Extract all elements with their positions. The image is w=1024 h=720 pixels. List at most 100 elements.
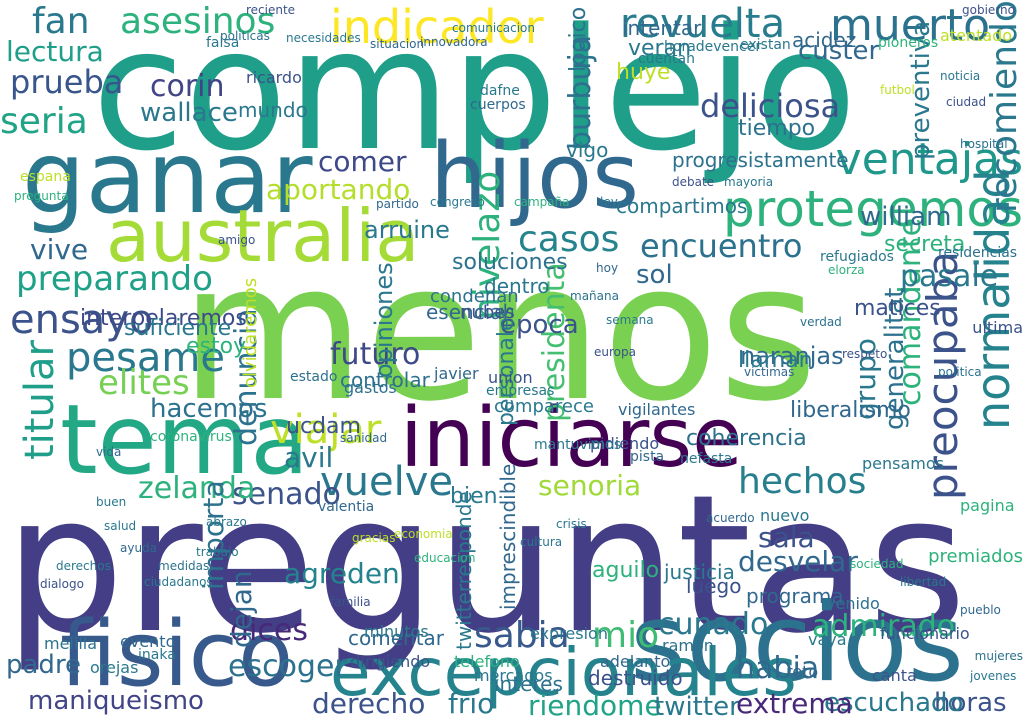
word-estoy: estoy — [186, 334, 247, 359]
word-titular: titular — [17, 340, 63, 460]
word-derecho: derecho — [312, 687, 426, 720]
word-imprescindible: imprescindible — [496, 463, 520, 610]
word-escoger: escoger — [228, 649, 347, 684]
word-lectura: lectura — [6, 35, 104, 68]
word-ramon: ramon — [662, 636, 714, 655]
word-aguilo: aguilo — [592, 558, 660, 583]
word-elorza: elorza — [828, 263, 865, 277]
word-espana: espana — [20, 169, 71, 185]
word-reto: reto — [786, 662, 819, 681]
word-tiempo: tiempo — [738, 116, 816, 141]
word-europa: europa — [594, 345, 636, 359]
word-pesame: pesame — [66, 335, 225, 381]
word-interes: interes — [494, 672, 563, 696]
word-sol: sol — [636, 260, 673, 290]
word-dafne: dafne — [480, 83, 520, 99]
word-noticia: noticia — [940, 69, 981, 83]
word-residencias: residencias — [938, 245, 1018, 261]
word-wallace: wallace — [140, 98, 238, 128]
word-twitterresponde: twitterresponde — [452, 491, 476, 650]
word-liberalismo: liberalismo — [790, 398, 911, 423]
word-controlar: controlar — [340, 368, 430, 392]
word-existan: existan — [740, 37, 791, 53]
word-australia: australia — [106, 194, 420, 278]
word-intentar: intentar — [622, 16, 702, 40]
word-prueba: prueba — [10, 63, 124, 101]
word-compartimos: compartimos — [616, 194, 748, 218]
word-dejan: dejan — [225, 570, 258, 648]
word-ensayo: ensayo — [10, 297, 154, 343]
word-protegemos: protegemos — [723, 180, 1023, 238]
word-pidiendo: pidiendo — [590, 434, 660, 453]
word-union: union — [488, 368, 533, 387]
word-acidez: acidez — [792, 28, 857, 52]
word-excepcionales: excepcionales — [330, 634, 797, 711]
word-sociedad: sociedad — [850, 557, 904, 571]
word-jovenes: jovenes — [970, 669, 1017, 683]
word-minutos: minutos — [364, 622, 429, 641]
word-elites: elites — [98, 363, 190, 403]
word-mundo: mundo — [238, 98, 308, 122]
word-amigo: amigo — [218, 233, 256, 247]
word-respeto: respeto — [842, 347, 888, 361]
word-socios: socios — [630, 581, 965, 706]
word-futbol: futbol — [880, 83, 915, 97]
word-orejas: orejas — [90, 658, 139, 677]
word-pagina: pagina — [960, 496, 1015, 515]
word-viajar: viajar — [270, 407, 382, 453]
word-william: william — [860, 202, 952, 232]
word-politicas: politicas — [220, 29, 270, 43]
word-trabajo: trabajo — [196, 545, 239, 559]
word-admirado: admirado — [812, 609, 956, 644]
word-mio: mio — [592, 615, 660, 656]
word-logico: logico — [566, 6, 591, 72]
word-telefono: telefono — [454, 652, 520, 671]
word-derechos: derechos — [56, 559, 111, 573]
word-huye: huye — [616, 60, 671, 85]
word-gracias: gracias — [352, 531, 396, 545]
word-semana: semana — [606, 313, 654, 327]
word-vuelve: vuelve — [320, 459, 454, 505]
word-muerto: muerto — [830, 0, 991, 51]
word-estado: estado — [290, 369, 338, 385]
word-complejo: complejo — [92, 0, 857, 188]
word-aportando: aportando — [266, 173, 411, 206]
word-cultura: cultura — [520, 535, 563, 549]
word-nuevo: nuevo — [760, 506, 810, 525]
word-dentro: dentro — [484, 274, 550, 298]
word-dialogo: dialogo — [40, 577, 84, 591]
word-vida: vida — [96, 445, 122, 459]
word-hospital: hospital — [960, 137, 1008, 151]
word-pista: pista — [630, 449, 665, 465]
word-abrazo: abrazo — [206, 515, 247, 529]
word-nubes: nubes — [460, 302, 515, 323]
word-custer: custer — [798, 36, 880, 66]
word-zelanda: zelanda — [138, 471, 256, 506]
word-horadevencer: horadevencer — [664, 39, 762, 55]
word-encuentro: encuentro — [640, 227, 803, 265]
word-habia: habia — [736, 651, 820, 686]
word-coronavirus: coronavirus — [150, 429, 232, 445]
word-inaka: inaka — [138, 647, 176, 663]
word-ayuda: ayuda — [120, 541, 158, 555]
word-pasale: pasale — [900, 259, 999, 294]
word-ciudad: ciudad — [946, 95, 987, 109]
word-innovadora: innovadora — [420, 35, 488, 49]
word-congreso: congreso — [430, 195, 485, 209]
word-deliciosa: deliciosa — [700, 87, 841, 125]
word-libertad: libertad — [900, 575, 947, 589]
word-fan: fan — [32, 1, 90, 42]
word-ciudadanos: ciudadanos — [144, 575, 213, 589]
word-refugiados: refugiados — [820, 249, 894, 265]
word-educacion: educacion — [414, 551, 476, 565]
word-mayoria: mayoria — [724, 175, 774, 189]
word-seria: seria — [0, 101, 88, 142]
word-situacion: situacion — [370, 37, 425, 51]
word-ventajas: ventajas — [835, 134, 1023, 185]
word-melilla: melilla — [44, 634, 98, 653]
word-twitter: twitter — [654, 692, 740, 720]
word-riendome: riendome — [528, 689, 662, 720]
word-comer: comer — [318, 145, 407, 178]
word-dices: dices — [230, 613, 308, 648]
word-extrema: extrema — [736, 687, 853, 720]
